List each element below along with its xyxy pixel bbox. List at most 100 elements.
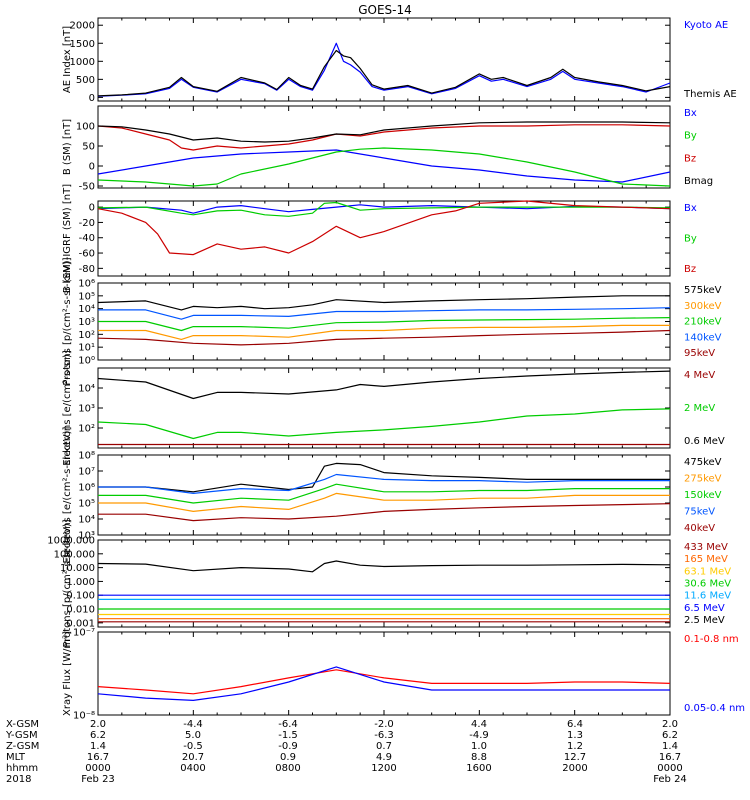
legend-label: Bmag [684,176,713,187]
legend-label: 2.5 MeV [684,615,725,626]
series-line [98,317,671,332]
y-tick-label: 0 [89,203,95,214]
y-tick-label: -80 [79,264,95,275]
footer-value: 2.0 [662,719,678,730]
footer-value: 0800 [275,763,300,774]
y-tick-label: 10.000 [60,563,95,574]
y-tick-label: 10³ [78,404,95,415]
footer-value: -1.5 [278,730,298,741]
footer-value: 2000 [562,763,587,774]
series-line [98,473,670,494]
legend-label: 4 MeV [684,370,715,381]
footer-value: -2.0 [374,719,394,730]
y-tick-label: 10⁵ [78,291,95,302]
y-axis-label: Electrons [e/(cm²-s-sr-keV)] [62,426,73,563]
footer-value: 1200 [371,763,396,774]
y-tick-label: -60 [79,249,95,260]
series-line [97,666,670,702]
footer-value: 1.4 [662,741,678,752]
footer-value: 16.7 [87,752,109,763]
legend-label: 275keV [684,474,722,485]
y-tick-label: 50 [82,142,95,153]
legend-label: 95keV [684,348,715,359]
y-axis-label: B (SM) [nT] [62,119,73,175]
legend-label: Bx [684,203,697,214]
footer-row-label: 2018 [6,774,31,785]
footer-value: 6.4 [567,719,583,730]
footer-row-label: Y-GSM [5,730,38,741]
y-axis-label: AE Index [nT] [62,26,73,93]
series-line [98,492,670,512]
y-tick-label: 100.000 [54,549,95,560]
legend-label: Kyoto AE [684,20,728,31]
y-tick-label: -40 [79,233,95,244]
footer-value: 12.7 [564,752,586,763]
footer-value: 1.3 [567,730,583,741]
series-line [97,329,671,346]
series-line [97,201,671,217]
footer-value: 20.7 [182,752,204,763]
y-tick-label: 0.010 [66,605,95,616]
series-line [97,49,671,97]
panel-frame [97,200,671,277]
footer-value: Feb 23 [81,774,115,785]
y-axis-label: Protons [p/(cm²-s-sr-keV)] [62,519,73,647]
y-tick-label: 10⁻⁸ [73,711,95,722]
footer-value: Feb 24 [653,774,687,785]
panel-7: 0.001 0.010 0.100 1.000 10.000 100.000 1000.00… [47,519,731,647]
legend-label: By [684,234,697,245]
footer-value: 0.7 [376,741,392,752]
series-line [97,149,671,183]
footer-value: 2.0 [90,719,106,730]
y-tick-label: 500 [76,75,95,86]
series-line [97,124,671,151]
footer-value: 16.7 [659,752,681,763]
legend-label: 11.6 MeV [684,591,731,602]
y-tick-label: 10⁶ [78,279,95,290]
y-tick-label: 1500 [70,39,95,50]
y-tick-label: 10⁶ [78,483,95,494]
series-line [98,483,670,504]
series-line [97,147,671,187]
y-tick-label: 10¹ [78,343,95,354]
legend-label: 63.1 MeV [684,566,731,577]
legend-label: By [684,131,697,142]
panel-3: -80 -60 -40 -20 0 B (SM)-IGRF (SM) [nT] Bx By Bz [62,184,697,293]
legend-label: 475keV [684,457,722,468]
y-tick-label: 0.100 [66,591,95,602]
series-line [97,42,671,97]
y-tick-label: 2000 [70,21,95,32]
y-tick-label: 10³ [78,531,95,542]
series-line [97,204,671,214]
footer-value: -0.5 [183,741,203,752]
series-line [97,669,671,695]
footer-row-label: hhmm [6,763,38,774]
footer-value: 4.9 [376,752,392,763]
y-tick-label: 10² [78,424,95,435]
panel-frame [97,631,671,716]
legend-label: 210keV [684,317,722,328]
legend-label: Bx [684,108,697,119]
legend-label: 0.6 MeV [684,436,725,447]
footer-value: -0.9 [278,741,298,752]
footer-value: -4.4 [183,719,203,730]
series-line [97,408,671,440]
series-line [97,121,671,143]
y-tick-label: 10⁴ [78,304,95,315]
footer-value: 6.2 [90,730,106,741]
y-tick-label: 10⁸ [78,451,95,462]
series-line [98,462,670,493]
legend-label: 2 MeV [684,403,715,414]
panel-6: 10³ 10⁴ 10⁵ 10⁶ 10⁷ 10⁸ Electrons [e/(cm²-s-sr… [62,426,722,563]
orbit-footer: X-GSM 2.0 -4.4 -6.4 -2.0 4.4 6.4 2.0 Y-GSM 6.2 5.0… [5,719,687,785]
y-tick-label: 10⁴ [78,515,95,526]
y-axis-label: B (SM)-IGRF (SM) [nT] [62,184,73,293]
legend-label: 40keV [684,523,715,534]
legend-label: 165 MeV [684,554,728,565]
footer-value: -6.4 [278,719,298,730]
